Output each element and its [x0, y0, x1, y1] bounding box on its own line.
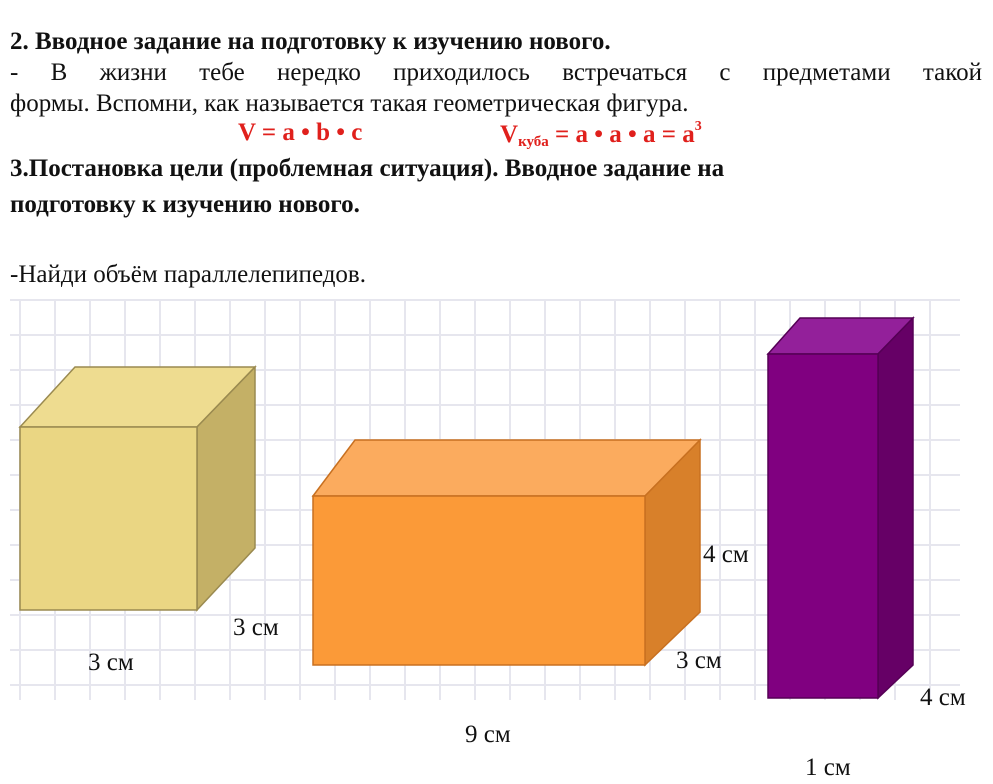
- section3-heading-line2: подготовку к изучению нового.: [10, 191, 360, 218]
- orange-depth-label: 3 см: [676, 647, 722, 674]
- cube-width-label: 3 см: [88, 649, 134, 676]
- formula-sub: куба: [518, 134, 549, 150]
- formula-sup: 3: [694, 119, 702, 134]
- orange-length-label: 9 см: [465, 721, 511, 748]
- orange-height-label: 4 см: [703, 541, 749, 568]
- box-purple: [766, 316, 915, 700]
- cube-yellow: [18, 365, 257, 612]
- section2-line2: формы. Вспомни, как называется такая гео…: [10, 90, 689, 117]
- formula-cube-volume: Vкуба = a • a • a = a3: [500, 119, 702, 151]
- section3-heading-line1: 3.Постановка цели (проблемная ситуация).…: [10, 155, 725, 182]
- formula-box-volume: V = a • b • c: [238, 119, 363, 146]
- cube-depth-label: 3 см: [233, 614, 279, 641]
- section2-heading: 2. Вводное задание на подготовку к изуче…: [10, 28, 611, 55]
- purple-depth-label: 4 см: [920, 684, 966, 711]
- purple-width-label: 1 см: [805, 754, 851, 781]
- task-text: -Найди объём параллелепипедов.: [10, 261, 366, 288]
- box-orange: [311, 438, 702, 667]
- formula-rest: = a • a • a = a: [548, 121, 695, 148]
- section2-line1: - В жизни тебе нередко приходилось встре…: [10, 59, 982, 86]
- formula-v: V: [500, 121, 519, 148]
